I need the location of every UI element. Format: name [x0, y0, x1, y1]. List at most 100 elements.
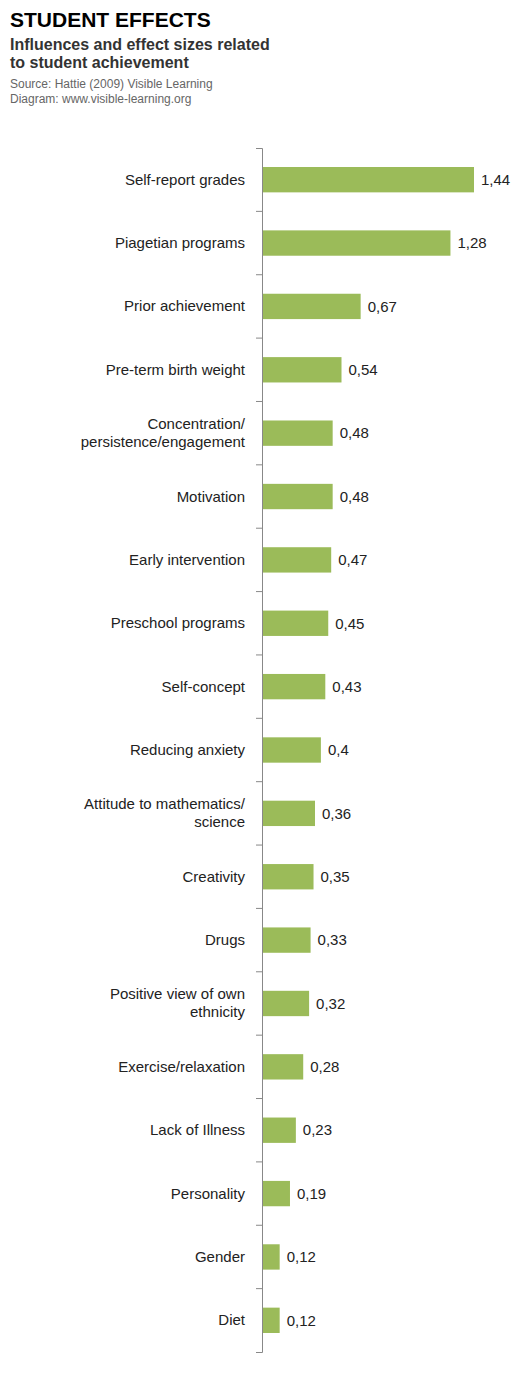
bar: [262, 547, 331, 572]
tick-label: Concentration/persistence/engagement: [81, 415, 246, 450]
text-line: Early intervention: [129, 551, 245, 568]
category-separator: [256, 1225, 262, 1226]
bar: [262, 357, 342, 382]
tick: Personality: [171, 1185, 246, 1202]
tick-label: Diet: [218, 1311, 246, 1328]
text-line: Preschool programs: [111, 614, 245, 631]
tick-label: Early intervention: [129, 551, 245, 568]
tick: Piagetian programs: [115, 234, 245, 251]
category-separator: [256, 211, 262, 212]
tick-label: Lack of Illness: [150, 1121, 245, 1138]
data-label: 0,45: [335, 615, 364, 632]
bar: [262, 1308, 280, 1333]
category-separator: [256, 971, 262, 972]
tick-label: Drugs: [205, 931, 245, 948]
text-line: science: [194, 813, 245, 830]
text-line: to student achievement: [10, 54, 189, 71]
category-separator: [256, 528, 262, 529]
bar: [262, 230, 450, 255]
category-separator: [256, 464, 262, 465]
title: STUDENT EFFECTS: [10, 8, 211, 31]
bar: [262, 737, 321, 762]
bar: [262, 484, 333, 509]
axis-line: [256, 149, 263, 1353]
data-label: 0,36: [322, 805, 351, 822]
text-line: Drugs: [205, 931, 245, 948]
data-label: 0,43: [332, 678, 361, 695]
tick-label: Piagetian programs: [115, 234, 245, 251]
category-separator: [256, 274, 262, 275]
bar: [262, 1118, 296, 1143]
tick-label: Self-concept: [162, 678, 246, 695]
tick: Preschool programs: [111, 614, 245, 631]
category-separator: [256, 591, 262, 592]
tick: Motivation: [177, 488, 245, 505]
tick-label: Preschool programs: [111, 614, 245, 631]
bar: [262, 801, 315, 826]
data-label: 0,47: [338, 551, 367, 568]
annotation: Source: Hattie (2009) Visible Learning: [10, 77, 213, 91]
bar: [262, 1181, 290, 1206]
text-line: persistence/engagement: [81, 433, 246, 450]
tick: Creativity: [182, 868, 245, 885]
tick: Drugs: [205, 931, 245, 948]
tick: Concentration/persistence/engagement: [81, 415, 246, 450]
text-line: Self-report grades: [125, 171, 245, 188]
bar: [262, 991, 309, 1016]
data-label: 0,48: [340, 424, 369, 441]
text-line: Reducing anxiety: [130, 741, 246, 758]
tick-label: Exercise/relaxation: [118, 1058, 245, 1075]
bar: [262, 1054, 303, 1079]
data-labels: 1,441,280,670,540,480,480,470,450,430,40…: [287, 171, 511, 1329]
text-line: Exercise/relaxation: [118, 1058, 245, 1075]
bar: [262, 167, 474, 192]
tick-label: Personality: [171, 1185, 246, 1202]
chart: STUDENT EFFECTS Influences and effect siz…: [0, 0, 525, 1373]
data-label: 0,19: [297, 1185, 326, 1202]
tick-label: Positive view of ownethnicity: [110, 985, 246, 1020]
category-separator: [256, 1098, 262, 1099]
text-line: Concentration/: [147, 415, 245, 432]
bar: [262, 420, 333, 445]
category-separator: [256, 654, 262, 655]
tick: Positive view of ownethnicity: [110, 985, 246, 1020]
bars: [262, 167, 474, 1333]
data-label: 1,44: [481, 171, 510, 188]
category-separator: [256, 845, 262, 846]
bar: [262, 927, 311, 952]
category-separator: [256, 781, 262, 782]
text-line: Motivation: [177, 488, 245, 505]
data-label: 0,23: [303, 1121, 332, 1138]
tick: Self-concept: [162, 678, 246, 695]
text-line: Self-concept: [162, 678, 246, 695]
bar: [262, 864, 314, 889]
tick-label: Reducing anxiety: [130, 741, 246, 758]
category-separator: [256, 401, 262, 402]
text-line: Prior achievement: [124, 297, 246, 314]
tick-label: Pre-term birth weight: [106, 361, 246, 378]
tick: Prior achievement: [124, 297, 246, 314]
tick-label: Motivation: [177, 488, 245, 505]
separators: [256, 211, 262, 1288]
category-separator: [256, 718, 262, 719]
data-label: 0,35: [321, 868, 350, 885]
data-label: 0,32: [316, 995, 345, 1012]
text-line: Diet: [218, 1311, 246, 1328]
data-label: 0,54: [349, 361, 378, 378]
category-separator: [256, 1161, 262, 1162]
data-label: 1,28: [457, 234, 486, 251]
tick: Lack of Illness: [150, 1121, 245, 1138]
tick: Diet: [218, 1311, 246, 1328]
category-axis: Self-report grades Piagetian programs Prio…: [81, 149, 263, 1353]
text-line: Lack of Illness: [150, 1121, 245, 1138]
category-separator: [256, 1288, 262, 1289]
data-label: 0,12: [287, 1312, 316, 1329]
data-label: 0,48: [340, 488, 369, 505]
subtitle: Influences and effect sizes relatedto st…: [10, 36, 270, 71]
annotation: Diagram: www.visible-learning.org: [10, 92, 191, 106]
text-line: Piagetian programs: [115, 234, 245, 251]
tick-label: Creativity: [182, 868, 245, 885]
tick-label: Attitude to mathematics/science: [84, 795, 246, 830]
tick: Attitude to mathematics/science: [84, 795, 246, 830]
tick: Gender: [195, 1248, 245, 1265]
